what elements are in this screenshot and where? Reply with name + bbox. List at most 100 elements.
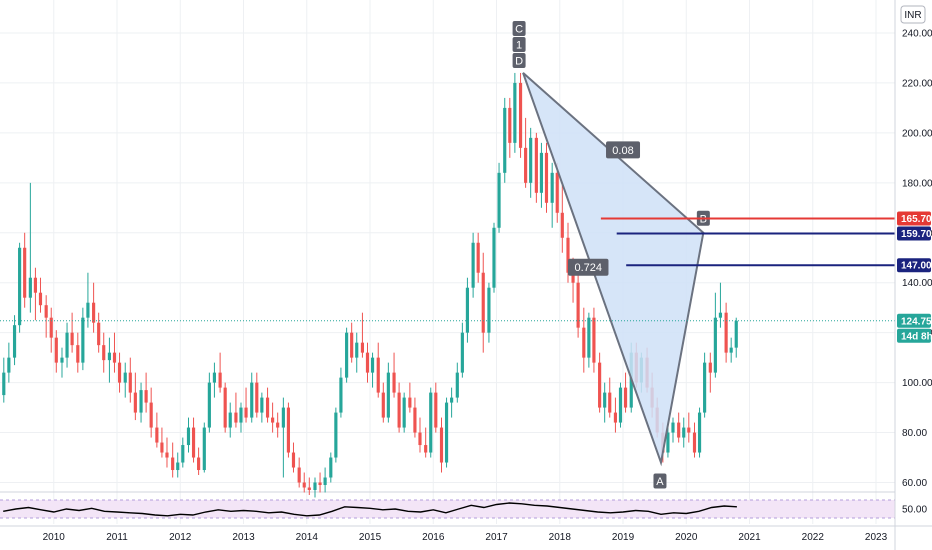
candle-body — [54, 337, 58, 363]
candle-body — [677, 422, 681, 438]
candle-body — [439, 427, 444, 463]
candle — [397, 382, 401, 433]
candle-body — [181, 445, 185, 463]
candle — [560, 182, 564, 253]
candle — [365, 342, 370, 383]
time-tick-label: 2018 — [549, 532, 572, 543]
candle-body — [544, 152, 549, 203]
candle-body — [128, 372, 132, 393]
candle-body — [281, 407, 285, 428]
candle — [481, 252, 485, 353]
candle — [212, 362, 217, 398]
candle — [434, 382, 438, 433]
candle — [544, 142, 549, 213]
pattern-ratio-label[interactable]: 0.08 — [606, 141, 641, 159]
candle — [539, 142, 544, 208]
candle — [418, 417, 422, 453]
time-axis[interactable]: 2010 2011 2012 2013 2014 2015 2016 2017 2018 2019… — [0, 525, 932, 543]
candle — [413, 397, 417, 438]
candle — [429, 387, 433, 458]
last-price-tag[interactable]: 124.75 — [897, 313, 932, 328]
time-tick-label: 2021 — [738, 532, 761, 543]
candle-body — [708, 362, 712, 373]
level-price-tag[interactable]: 159.70 — [897, 226, 932, 241]
candle — [460, 322, 464, 378]
candle — [60, 347, 64, 378]
candle — [334, 407, 338, 463]
horizontal-levels[interactable] — [0, 217, 895, 322]
candle — [360, 312, 365, 358]
last-price-tag-text: 124.75 — [901, 316, 932, 327]
candle-body — [682, 427, 686, 438]
candle — [534, 132, 538, 203]
rsi-line — [3, 502, 737, 517]
candle-body — [386, 372, 390, 418]
pattern-point-d-text: D — [515, 56, 523, 68]
rsi-band — [0, 500, 895, 518]
level-price-tag[interactable]: 165.70 — [897, 211, 932, 226]
candle-body — [202, 427, 206, 471]
level-price-tag[interactable]: 147.00 — [897, 258, 932, 273]
price-axis[interactable]: 60.0080.00100.00120.00140.00160.00180.00… — [894, 0, 932, 550]
candle-body — [239, 407, 243, 423]
candle — [38, 277, 43, 313]
pattern-ratio-label[interactable]: 0.724 — [567, 258, 609, 276]
candle — [7, 342, 11, 383]
candle — [323, 467, 327, 493]
candle — [97, 312, 101, 353]
currency-badge[interactable]: INR — [900, 5, 926, 24]
candle — [729, 337, 733, 363]
candle — [355, 332, 359, 373]
candle-body — [703, 362, 707, 413]
candle-body — [444, 402, 449, 463]
candle-body — [381, 392, 385, 418]
candle — [117, 352, 122, 393]
candle — [181, 437, 185, 468]
time-tick-label: 2014 — [296, 532, 319, 543]
pattern-point-c[interactable]: C — [512, 21, 526, 36]
candle-body — [503, 107, 507, 173]
pattern-point-a[interactable]: A — [653, 473, 667, 489]
candle — [297, 457, 301, 488]
candle-body — [397, 392, 401, 428]
candle-body — [2, 372, 6, 396]
level-price-tag-text: 147.00 — [901, 261, 932, 272]
candle-body — [97, 322, 101, 346]
candle-body — [191, 427, 196, 458]
candle-body — [518, 82, 523, 148]
candle-body — [255, 382, 259, 413]
candle-body — [566, 237, 570, 273]
candle — [228, 402, 232, 438]
candle — [218, 352, 222, 393]
candle — [70, 312, 74, 353]
candle-body — [18, 247, 22, 326]
time-tick-label: 2016 — [422, 532, 445, 543]
candle — [444, 397, 449, 468]
candle — [28, 182, 32, 313]
candle-body — [692, 432, 697, 453]
countdown-text: 14d 8h — [901, 331, 932, 342]
candle-body — [687, 427, 691, 433]
countdown-tag: 14d 8h — [897, 328, 932, 343]
grid — [0, 0, 895, 524]
candle-body — [370, 357, 375, 373]
candle — [271, 402, 275, 433]
candle-body — [492, 227, 496, 288]
candle-body — [139, 390, 143, 413]
candle — [107, 337, 112, 383]
candle-body — [44, 305, 48, 318]
candle — [276, 412, 280, 438]
pattern-triangle[interactable] — [522, 72, 705, 467]
pattern-point-d[interactable]: D — [512, 53, 526, 68]
candle-body — [207, 382, 211, 428]
candle — [18, 242, 22, 333]
candle-body — [376, 357, 380, 393]
candle-body — [165, 452, 169, 458]
candle-body — [313, 482, 317, 490]
pattern-point-1[interactable]: 1 — [512, 37, 526, 52]
time-tick-label: 2023 — [865, 532, 888, 543]
candle-body — [286, 407, 291, 453]
candle — [234, 392, 238, 428]
